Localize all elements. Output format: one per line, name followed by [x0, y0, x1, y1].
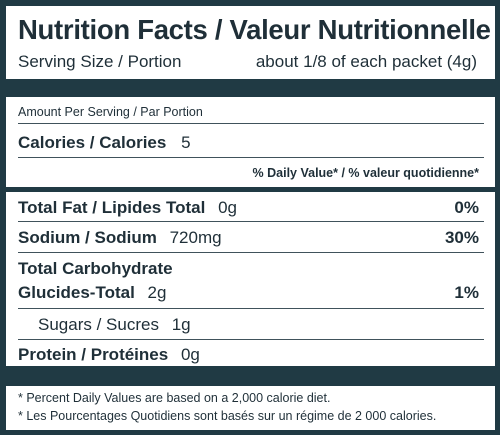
divider	[18, 308, 484, 309]
sodium-label: Sodium / Sodium	[18, 228, 157, 247]
calories-label: Calories / Calories	[18, 133, 167, 152]
serving-size-label: Serving Size / Portion	[18, 52, 182, 71]
carbohydrate-row: Glucides-Total 2g	[18, 283, 166, 303]
amount-per-serving: Amount Per Serving / Par Portion	[18, 105, 203, 119]
divider	[18, 252, 484, 253]
sugars-label: Sugars / Sucres	[38, 315, 159, 334]
thick-divider-top	[6, 79, 495, 97]
sugars-amount: 1g	[171, 315, 191, 334]
nutrition-facts-label: Nutrition Facts / Valeur Nutritionnelle …	[6, 6, 495, 430]
calories-value: 5	[181, 133, 191, 152]
medium-divider	[6, 187, 495, 192]
sodium-row: Sodium / Sodium 720mg	[18, 228, 222, 248]
carbohydrate-label-line2: Glucides-Total	[18, 283, 135, 302]
serving-size-value: about 1/8 of each packet (4g)	[255, 52, 477, 71]
protein-row: Protein / Protéines 0g	[18, 345, 200, 365]
protein-label: Protein / Protéines	[18, 345, 169, 364]
sodium-amount: 720mg	[169, 228, 222, 247]
total-fat-dv: 0%	[454, 198, 479, 217]
divider	[18, 339, 484, 340]
sugars-row: Sugars / Sucres 1g	[38, 315, 191, 335]
footnote-french: * Les Pourcentages Quotidiens sont basés…	[18, 409, 437, 423]
sodium-dv: 30%	[444, 228, 479, 247]
thick-divider-bottom	[6, 366, 495, 386]
divider	[18, 157, 484, 158]
total-fat-row: Total Fat / Lipides Total 0g	[18, 198, 237, 218]
daily-value-header: % Daily Value* / % valeur quotidienne*	[252, 166, 479, 180]
total-fat-label: Total Fat / Lipides Total	[18, 198, 206, 217]
total-fat-amount: 0g	[218, 198, 237, 217]
divider	[18, 221, 484, 222]
carbohydrate-dv: 1%	[454, 283, 479, 302]
divider	[18, 123, 484, 124]
calories-row: Calories / Calories 5	[18, 133, 191, 153]
carbohydrate-amount: 2g	[147, 283, 167, 302]
protein-amount: 0g	[180, 345, 200, 364]
carbohydrate-label-line1: Total Carbohydrate	[18, 259, 173, 278]
footnote-english: * Percent Daily Values are based on a 2,…	[18, 391, 331, 405]
label-title: Nutrition Facts / Valeur Nutritionnelle	[18, 14, 491, 45]
